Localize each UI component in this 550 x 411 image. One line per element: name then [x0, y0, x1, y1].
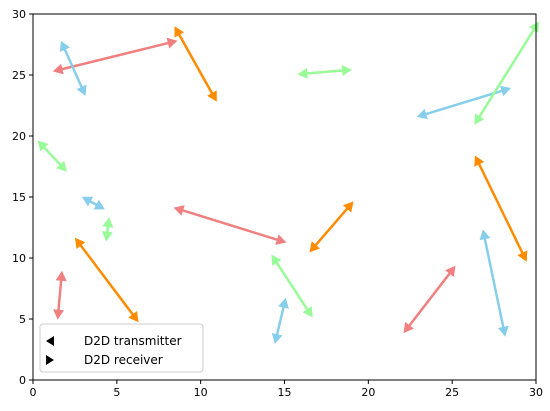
receiver-marker-3 — [53, 309, 64, 320]
transmitter-marker-5 — [174, 26, 185, 38]
legend-label-transmitter: D2D transmitter — [84, 334, 182, 348]
receiver-marker-8 — [517, 250, 528, 262]
x-tick-label: 0 — [30, 386, 37, 399]
x-tick-label: 25 — [445, 386, 459, 399]
transmitter-marker-11 — [278, 297, 289, 309]
receiver-marker-1 — [166, 37, 178, 49]
transmitter-marker-14 — [297, 67, 308, 79]
receiver-marker-17 — [302, 306, 313, 318]
receiver-marker-16 — [101, 231, 113, 242]
link-line-8 — [476, 159, 526, 258]
transmitter-marker-13 — [479, 229, 491, 241]
link-line-5 — [176, 30, 216, 98]
receiver-marker-14 — [341, 65, 352, 76]
transmitter-marker-9 — [59, 40, 70, 52]
link-line-6 — [77, 241, 137, 319]
transmitter-marker-17 — [271, 254, 282, 266]
x-axis-ticks: 0 5 10 15 20 25 30 — [30, 380, 543, 399]
y-tick-label: 30 — [12, 8, 26, 21]
receiver-marker-4 — [403, 321, 414, 334]
link-line-11 — [274, 302, 286, 339]
legend: D2D transmitter D2D receiver — [39, 323, 204, 373]
receiver-marker-10 — [93, 199, 105, 210]
link-line-1 — [57, 40, 173, 72]
transmitter-marker-8 — [474, 155, 485, 167]
receiver-marker-9 — [76, 84, 87, 96]
transmitter-marker-3 — [55, 270, 67, 282]
y-tick-label: 0 — [19, 374, 26, 387]
transmitter-marker-4 — [445, 265, 456, 277]
x-tick-label: 5 — [113, 386, 120, 399]
transmitter-marker-1 — [52, 63, 64, 75]
transmitter-marker-12 — [416, 108, 428, 120]
y-tick-label: 15 — [12, 191, 26, 204]
y-tick-label: 10 — [12, 252, 26, 265]
plot-frame — [32, 13, 537, 381]
transmitter-marker-2 — [173, 205, 185, 216]
link-line-14 — [302, 68, 347, 76]
receiver-marker-15 — [56, 160, 67, 172]
x-tick-label: 15 — [278, 386, 292, 399]
y-axis-ticks: 0 5 10 15 20 25 30 — [12, 8, 33, 387]
receiver-marker-6 — [128, 311, 139, 323]
receiver-marker-11 — [271, 333, 283, 344]
link-line-9 — [62, 45, 85, 92]
transmitter-marker-16 — [102, 217, 114, 228]
transmitter-marker-10 — [81, 196, 94, 207]
receiver-marker-7 — [342, 201, 354, 213]
x-tick-label: 10 — [194, 386, 208, 399]
link-line-3 — [56, 276, 63, 315]
link-layer — [37, 21, 539, 344]
legend-marker-receiver — [46, 355, 54, 365]
link-line-12 — [421, 88, 507, 117]
receiver-marker-5 — [207, 90, 217, 102]
link-line-15 — [40, 143, 65, 169]
link-line-2 — [178, 208, 282, 243]
x-tick-label: 20 — [361, 386, 375, 399]
x-tick-label: 30 — [529, 386, 543, 399]
legend-label-receiver: D2D receiver — [84, 353, 163, 367]
transmitter-marker-6 — [75, 237, 86, 249]
legend-box — [39, 323, 204, 373]
receiver-marker-13 — [497, 325, 509, 337]
link-line-13 — [482, 234, 506, 332]
legend-marker-transmitter — [46, 336, 54, 346]
y-tick-label: 20 — [12, 130, 26, 143]
receiver-marker-18 — [474, 113, 485, 125]
link-line-4 — [405, 269, 454, 330]
transmitter-marker-15 — [37, 140, 49, 152]
y-tick-label: 5 — [19, 313, 26, 326]
link-line-7 — [312, 204, 351, 250]
link-line-17 — [273, 258, 311, 314]
link-line-18 — [476, 25, 538, 121]
receiver-marker-12 — [500, 85, 512, 97]
transmitter-marker-7 — [309, 241, 320, 253]
receiver-marker-2 — [275, 234, 287, 245]
y-tick-label: 25 — [12, 69, 26, 82]
